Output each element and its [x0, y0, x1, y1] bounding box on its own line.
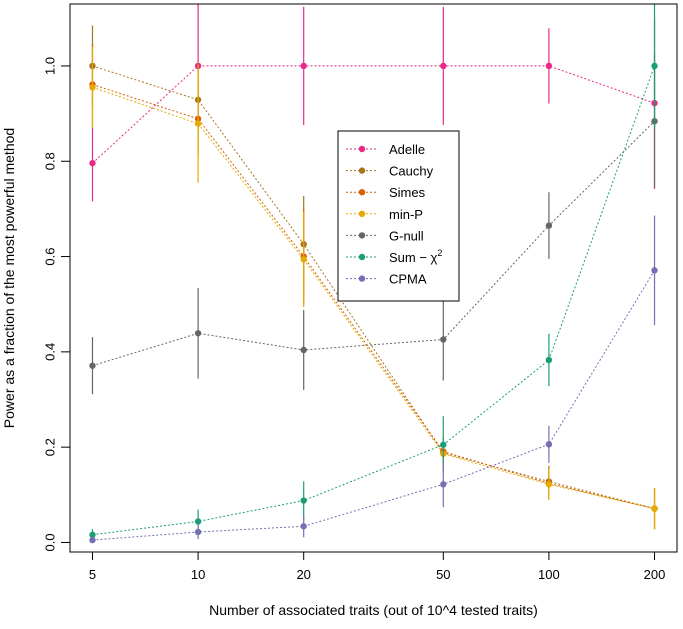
- data-point: [545, 441, 553, 448]
- legend-item-cauchy: Cauchy: [346, 164, 434, 179]
- data-point: [440, 481, 447, 488]
- data-point: [89, 84, 96, 91]
- data-point: [194, 518, 202, 525]
- data-point: [440, 441, 447, 448]
- y-tick-label: 0.4: [42, 343, 57, 361]
- legend-item-min-p: min-P: [346, 207, 423, 222]
- legend-marker: [358, 275, 366, 282]
- legend-label: Sum − χ2: [389, 248, 442, 265]
- data-point: [651, 267, 658, 274]
- y-tick-label: 0.6: [42, 248, 57, 266]
- legend-marker: [358, 189, 366, 196]
- legend-item-cpma: CPMA: [346, 272, 427, 287]
- data-point: [194, 528, 202, 536]
- series-layer: [89, 4, 658, 544]
- legend-item-adelle: Adelle: [346, 142, 425, 157]
- data-point: [545, 222, 553, 229]
- series-min-p: [89, 46, 658, 530]
- data-point: [194, 120, 202, 127]
- data-point: [89, 159, 96, 167]
- data-point: [545, 62, 553, 70]
- series-line: [92, 65, 655, 536]
- legend-marker: [358, 232, 366, 239]
- series-line: [92, 120, 655, 367]
- x-tick-label: 200: [644, 567, 666, 582]
- data-point: [440, 336, 447, 343]
- data-point: [651, 505, 658, 512]
- legend-label-superscript: 2: [437, 248, 442, 258]
- legend-item-sum-chi2: Sum − χ2: [346, 248, 442, 265]
- legend: Adelle Cauchy Simes min-P G-null Sum − χ2 CPMA: [337, 130, 460, 302]
- data-point: [300, 523, 307, 530]
- data-point: [89, 536, 96, 544]
- legend-box: [337, 130, 460, 302]
- legend-item-g-null: G-null: [346, 228, 424, 243]
- legend-item-simes: Simes: [346, 185, 426, 200]
- x-tick-label: 10: [191, 567, 205, 582]
- data-point: [300, 62, 307, 70]
- legend-label: Cauchy: [389, 164, 434, 179]
- series-line: [92, 86, 655, 510]
- y-tick-label: 0.2: [42, 438, 57, 456]
- legend-label: CPMA: [389, 272, 427, 287]
- data-point: [651, 62, 658, 70]
- axes-layer: 0.0 0.2 0.4 0.6 0.8 1.0 5 10 20 50 100 200: [42, 57, 665, 582]
- x-tick-label: 50: [436, 567, 450, 582]
- x-tick-label: 100: [538, 567, 560, 582]
- data-point: [194, 330, 202, 337]
- data-point: [89, 531, 96, 539]
- x-axis-title: Number of associated traits (out of 10^4…: [209, 602, 538, 618]
- legend-marker: [358, 210, 366, 217]
- legend-marker: [358, 253, 366, 261]
- data-point: [300, 256, 307, 263]
- legend-marker: [358, 145, 366, 153]
- x-tick-label: 20: [296, 567, 310, 582]
- data-point: [440, 62, 447, 70]
- y-tick-label: 0.8: [42, 152, 57, 170]
- series-line: [92, 65, 655, 510]
- data-point: [545, 481, 553, 488]
- legend-label: min-P: [389, 207, 423, 222]
- legend-marker: [358, 167, 366, 174]
- data-point: [300, 497, 307, 504]
- legend-label: G-null: [389, 228, 424, 243]
- x-tick-label: 5: [89, 567, 96, 582]
- y-tick-label: 0.0: [42, 533, 57, 551]
- legend-label: Adelle: [389, 142, 425, 157]
- data-point: [545, 356, 553, 364]
- data-point: [89, 362, 96, 369]
- series-cpma: [89, 215, 658, 544]
- series-line: [92, 65, 655, 164]
- data-point: [300, 346, 307, 354]
- legend-label: Simes: [389, 185, 426, 200]
- series-line: [92, 270, 655, 541]
- y-tick-label: 1.0: [42, 57, 57, 75]
- series-line: [92, 84, 655, 510]
- y-axis-title: Power as a fraction of the most powerful…: [1, 128, 17, 428]
